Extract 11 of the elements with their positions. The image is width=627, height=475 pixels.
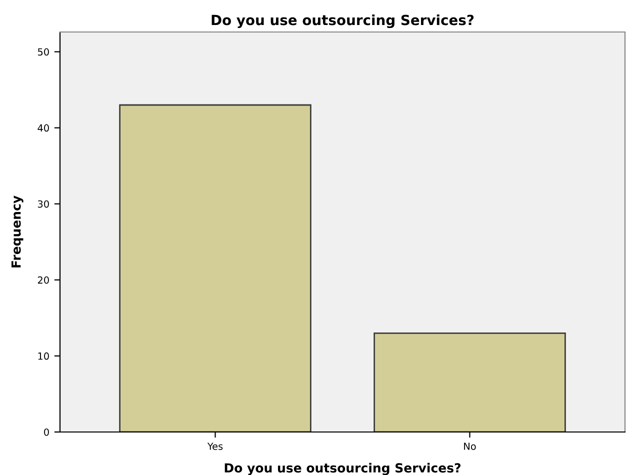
- y-tick-label: 20: [38, 276, 49, 284]
- x-axis-title: Do you use outsourcing Services?: [224, 462, 460, 475]
- x-tick-label: Yes: [207, 442, 223, 450]
- y-axis-title: Frequency: [12, 196, 24, 268]
- y-tick-label: 50: [38, 48, 49, 56]
- chart-title: Do you use outsourcing Services?: [212, 14, 474, 28]
- y-tick-label: 40: [38, 124, 49, 132]
- y-tick-label: 0: [44, 428, 49, 436]
- y-tick-label: 30: [38, 200, 49, 208]
- x-tick-label: No: [464, 442, 476, 450]
- y-tick-label: 10: [38, 352, 49, 360]
